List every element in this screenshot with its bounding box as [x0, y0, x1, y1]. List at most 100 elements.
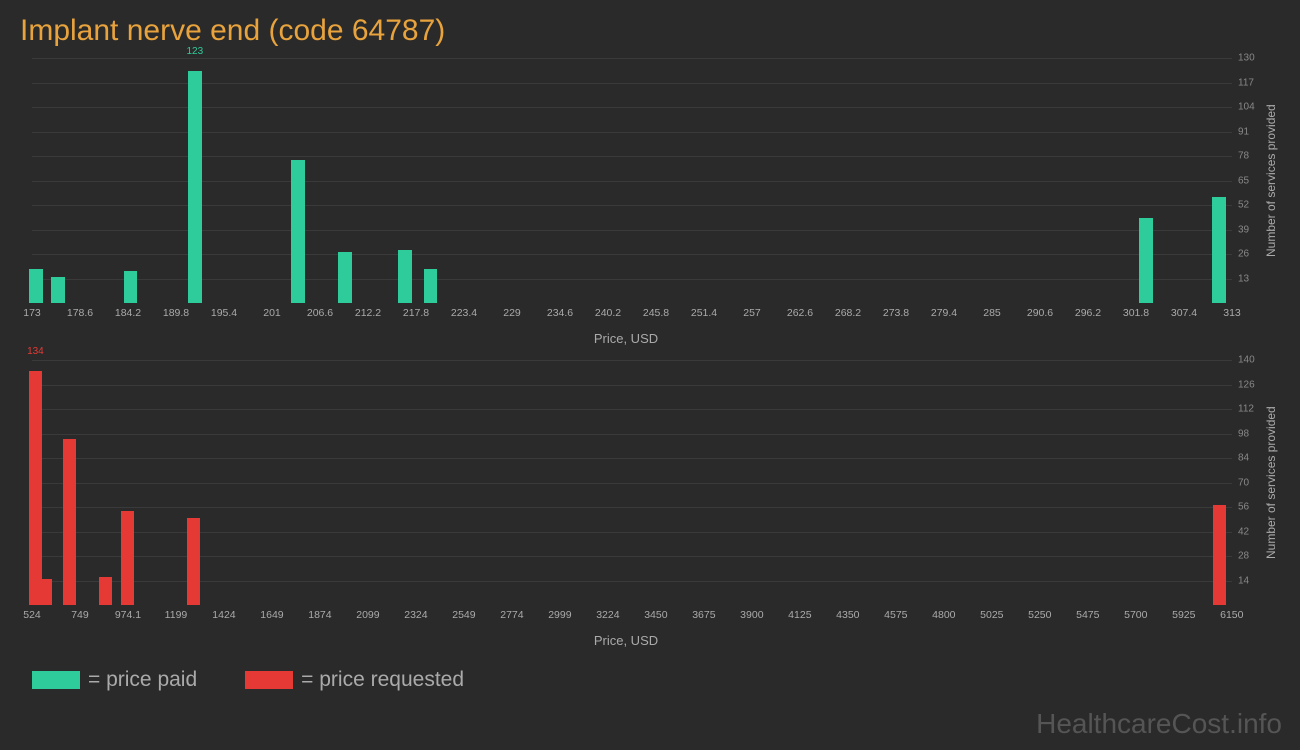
- gridline: [32, 434, 1232, 435]
- gridline: [32, 360, 1232, 361]
- y-tick: 28: [1238, 551, 1266, 562]
- legend-item-requested: = price requested: [245, 668, 464, 692]
- bar: [188, 71, 202, 303]
- x-tick: 296.2: [1075, 307, 1101, 319]
- swatch-requested: [245, 671, 293, 689]
- y-tick: 112: [1238, 404, 1266, 415]
- watermark: HealthcareCost.info: [1036, 708, 1282, 740]
- x-tick: 2774: [500, 609, 523, 621]
- y-tick: 56: [1238, 502, 1266, 513]
- legend-label-requested: = price requested: [301, 668, 464, 692]
- gridline: [32, 279, 1232, 280]
- gridline: [32, 532, 1232, 533]
- y-tick: 91: [1238, 126, 1266, 137]
- y-tick: 98: [1238, 428, 1266, 439]
- x-tick: 4800: [932, 609, 955, 621]
- x-tick: 2099: [356, 609, 379, 621]
- legend-item-paid: = price paid: [32, 668, 197, 692]
- gridline: [32, 58, 1232, 59]
- bar: [51, 277, 65, 303]
- y-tick: 78: [1238, 151, 1266, 162]
- chart-paid: 13263952657891104117130123 Number of ser…: [20, 58, 1280, 346]
- x-tick: 201: [263, 307, 281, 319]
- gridline: [32, 556, 1232, 557]
- bar: [121, 511, 134, 606]
- x-tick: 212.2: [355, 307, 381, 319]
- x-tick: 1199: [165, 609, 188, 621]
- x-axis-label-2: Price, USD: [20, 633, 1232, 648]
- y-tick: 104: [1238, 102, 1266, 113]
- y-tick: 26: [1238, 249, 1266, 260]
- x-tick: 251.4: [691, 307, 717, 319]
- y-tick: 130: [1238, 53, 1266, 64]
- x-tick: 184.2: [115, 307, 141, 319]
- y-tick: 140: [1238, 355, 1266, 366]
- chart-title: Implant nerve end (code 64787): [20, 10, 1280, 58]
- x-tick: 240.2: [595, 307, 621, 319]
- x-tick: 5475: [1076, 609, 1099, 621]
- x-tick: 3900: [740, 609, 763, 621]
- x-tick: 974.1: [115, 609, 141, 621]
- x-tick: 1649: [260, 609, 283, 621]
- y-tick: 117: [1238, 77, 1266, 88]
- y-axis-label-1: Number of services provided: [1264, 58, 1278, 303]
- y-tick: 126: [1238, 379, 1266, 390]
- legend-label-paid: = price paid: [88, 668, 197, 692]
- x-tick: 1424: [212, 609, 235, 621]
- x-tick: 285: [983, 307, 1001, 319]
- gridline: [32, 254, 1232, 255]
- x-axis-label-1: Price, USD: [20, 331, 1232, 346]
- gridline: [32, 132, 1232, 133]
- bar-label: 134: [27, 346, 44, 357]
- x-tick: 749: [71, 609, 89, 621]
- bar: [338, 252, 352, 303]
- x-tick: 290.6: [1027, 307, 1053, 319]
- x-tick: 273.8: [883, 307, 909, 319]
- x-tick: 223.4: [451, 307, 477, 319]
- x-tick: 229: [503, 307, 521, 319]
- y-tick: 84: [1238, 453, 1266, 464]
- bar: [29, 371, 42, 606]
- x-tick: 3675: [692, 609, 715, 621]
- gridline: [32, 107, 1232, 108]
- gridline: [32, 483, 1232, 484]
- gridline: [32, 409, 1232, 410]
- x-tick: 262.6: [787, 307, 813, 319]
- x-tick: 2324: [404, 609, 427, 621]
- x-tick: 307.4: [1171, 307, 1197, 319]
- x-tick: 4125: [788, 609, 811, 621]
- gridline: [32, 458, 1232, 459]
- y-tick: 14: [1238, 575, 1266, 586]
- bar: [63, 439, 76, 605]
- x-tick: 178.6: [67, 307, 93, 319]
- x-tick: 279.4: [931, 307, 957, 319]
- x-tick: 5250: [1028, 609, 1051, 621]
- legend: = price paid = price requested: [20, 662, 1280, 692]
- bar: [291, 160, 305, 303]
- swatch-paid: [32, 671, 80, 689]
- y-tick: 52: [1238, 200, 1266, 211]
- y-tick: 13: [1238, 273, 1266, 284]
- gridline: [32, 581, 1232, 582]
- bar: [29, 269, 43, 303]
- gridline: [32, 181, 1232, 182]
- bar: [99, 577, 112, 605]
- x-tick: 5700: [1124, 609, 1147, 621]
- bar: [187, 518, 200, 606]
- x-tick: 234.6: [547, 307, 573, 319]
- x-tick: 2549: [452, 609, 475, 621]
- x-tick: 268.2: [835, 307, 861, 319]
- x-tick: 3224: [596, 609, 619, 621]
- x-tick: 245.8: [643, 307, 669, 319]
- x-tick: 257: [743, 307, 761, 319]
- gridline: [32, 83, 1232, 84]
- x-tick: 5925: [1172, 609, 1195, 621]
- x-tick: 3450: [644, 609, 667, 621]
- bar-label: 123: [187, 46, 204, 57]
- gridline: [32, 205, 1232, 206]
- x-tick: 173: [23, 307, 41, 319]
- bar: [1139, 218, 1153, 303]
- bar: [1212, 197, 1226, 303]
- y-axis-label-2: Number of services provided: [1264, 360, 1278, 605]
- y-tick: 39: [1238, 224, 1266, 235]
